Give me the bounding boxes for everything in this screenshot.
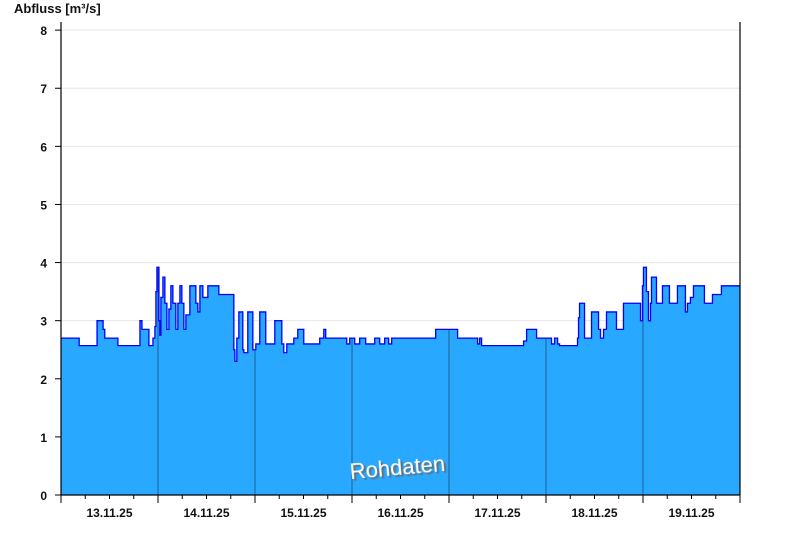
axes: 0 1 2 3 4 5 6 7 8 13.11.25 14.11.25 15.11.25 16.11.2…	[40, 22, 741, 520]
y-tick-label: 3	[40, 315, 47, 329]
y-tick-label: 8	[40, 24, 47, 38]
discharge-area	[61, 267, 740, 495]
x-tick-label: 14.11.25	[183, 506, 229, 520]
y-axis-label: Abfluss [m³/s]	[14, 1, 101, 16]
y-tick-label: 6	[40, 140, 47, 154]
y-tick-label: 7	[40, 82, 47, 96]
x-tick-label: 19.11.25	[668, 506, 714, 520]
x-tick-label: 17.11.25	[474, 506, 520, 520]
y-tick-label: 0	[40, 489, 47, 503]
discharge-line	[61, 266, 740, 363]
x-tick-label: 18.11.25	[571, 506, 617, 520]
day-separators	[157, 267, 644, 495]
x-tick-label: 15.11.25	[280, 506, 326, 520]
y-tick-label: 2	[40, 373, 47, 387]
y-tick-label: 5	[40, 198, 47, 212]
y-tick-label: 1	[40, 431, 47, 445]
x-tick-label: 13.11.25	[86, 506, 132, 520]
x-tick-label: 16.11.25	[377, 506, 423, 520]
y-tick-label: 4	[40, 257, 47, 271]
